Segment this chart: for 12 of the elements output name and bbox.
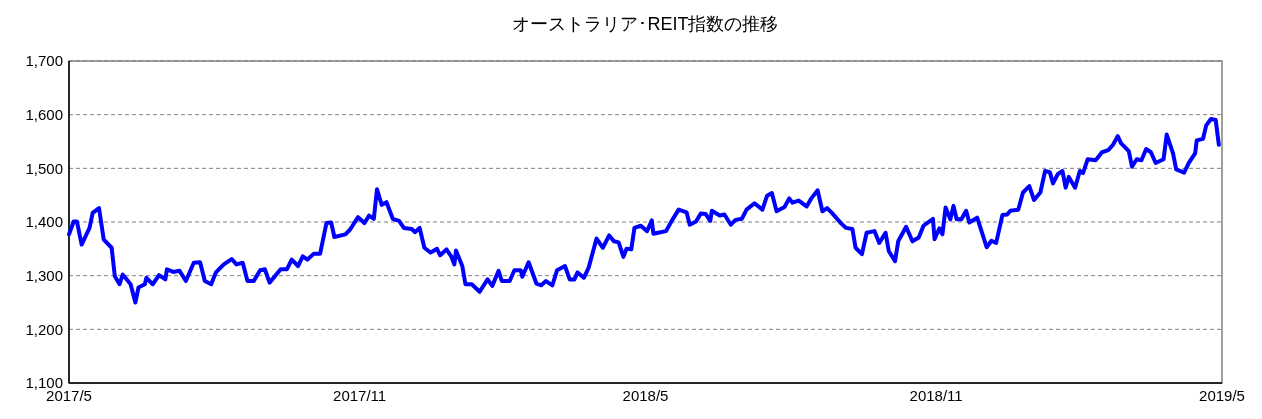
line-series [67,116,1221,305]
x-tick-label: 2017/11 [333,387,387,404]
x-tick-label: 2018/5 [622,387,669,404]
y-tick-label: 1,400 [25,213,63,231]
x-tick-label: 2018/11 [909,387,963,404]
y-tick-label: 1,200 [25,320,63,338]
y-tick-label: 1,500 [25,159,63,177]
chart-title: オーストラリア･REIT指数の推移 [512,14,779,34]
y-tick-label: 1,600 [25,105,63,123]
y-tick-label: 1,700 [25,52,63,70]
x-tick-label: 2019/5 [1199,387,1245,404]
y-tick-label: 1,300 [25,266,63,284]
